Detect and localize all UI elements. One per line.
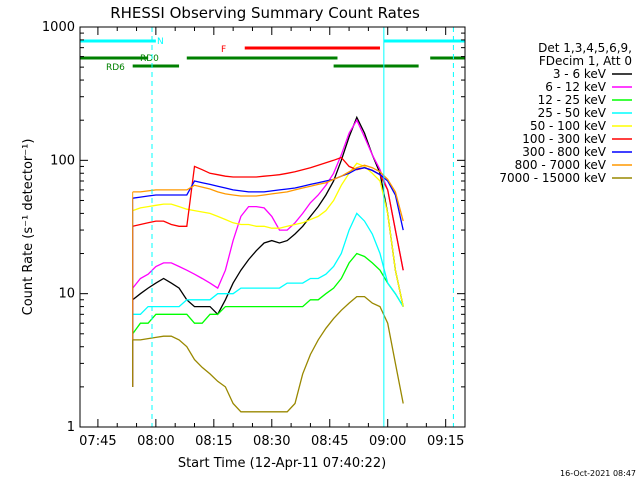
- x-tick-label: 08:45: [311, 434, 348, 449]
- x-tick-label: 09:00: [369, 434, 406, 449]
- plot-frame: [79, 26, 466, 428]
- series-line: [132, 115, 404, 316]
- y-axis: 1 10 100 1000: [42, 20, 465, 435]
- legend-entry: 800 - 7000 keV: [515, 158, 607, 172]
- vertical-lines-layer: [151, 27, 454, 427]
- legend-entry: 25 - 50 keV: [538, 106, 607, 120]
- legend-header: FDecim 1, Att 0: [539, 54, 632, 68]
- y-tick-label: 100: [50, 153, 75, 168]
- series-line: [132, 118, 404, 290]
- legend-entry: 7000 - 15000 keV: [499, 171, 606, 185]
- legend-entry: 6 - 12 keV: [545, 80, 607, 94]
- series-line: [132, 164, 404, 222]
- legend: Det 1,3,4,5,6,9,FDecim 1, Att 03 - 6 keV…: [499, 41, 632, 185]
- y-tick-label: 1: [67, 420, 75, 435]
- x-axis: 07:45 08:00 08:15 08:30 08:45 09:00 09:15: [79, 27, 466, 449]
- x-tick-label: 08:30: [253, 434, 290, 449]
- x-tick-label: 08:00: [137, 434, 174, 449]
- timestamp: 16-Oct-2021 08:47: [560, 469, 636, 478]
- flag-label: N: [157, 37, 164, 47]
- series-line: [132, 252, 404, 335]
- legend-entry: 300 - 800 keV: [522, 145, 606, 159]
- x-tick-label: 09:15: [427, 434, 464, 449]
- legend-header: Det 1,3,4,5,6,9,: [538, 41, 632, 55]
- legend-entry: 100 - 300 keV: [522, 132, 606, 146]
- series-layer: [132, 115, 404, 413]
- x-tick-label: 07:45: [79, 434, 116, 449]
- legend-entry: 3 - 6 keV: [553, 67, 607, 81]
- chart-title: RHESSI Observing Summary Count Rates: [110, 4, 420, 22]
- y-tick-label: 1000: [42, 20, 75, 35]
- flag-label: F: [221, 45, 226, 55]
- y-tick-label: 10: [58, 287, 75, 302]
- series-line: [132, 295, 404, 413]
- legend-entry: 12 - 25 keV: [538, 93, 607, 107]
- x-axis-label: Start Time (12-Apr-11 07:40:22): [178, 456, 386, 471]
- series-line: [132, 167, 404, 231]
- flag-label: RD6: [106, 63, 125, 73]
- series-line: [132, 212, 404, 315]
- series-line: [132, 162, 404, 307]
- x-tick-label: 08:15: [195, 434, 232, 449]
- flag-label: RD0: [140, 54, 159, 64]
- series-line: [132, 156, 404, 271]
- legend-entry: 50 - 100 keV: [530, 119, 607, 133]
- flags-layer: N F RD0 RD6: [80, 37, 465, 73]
- y-axis-label: Count Rate (s⁻¹ detector⁻¹): [21, 139, 36, 316]
